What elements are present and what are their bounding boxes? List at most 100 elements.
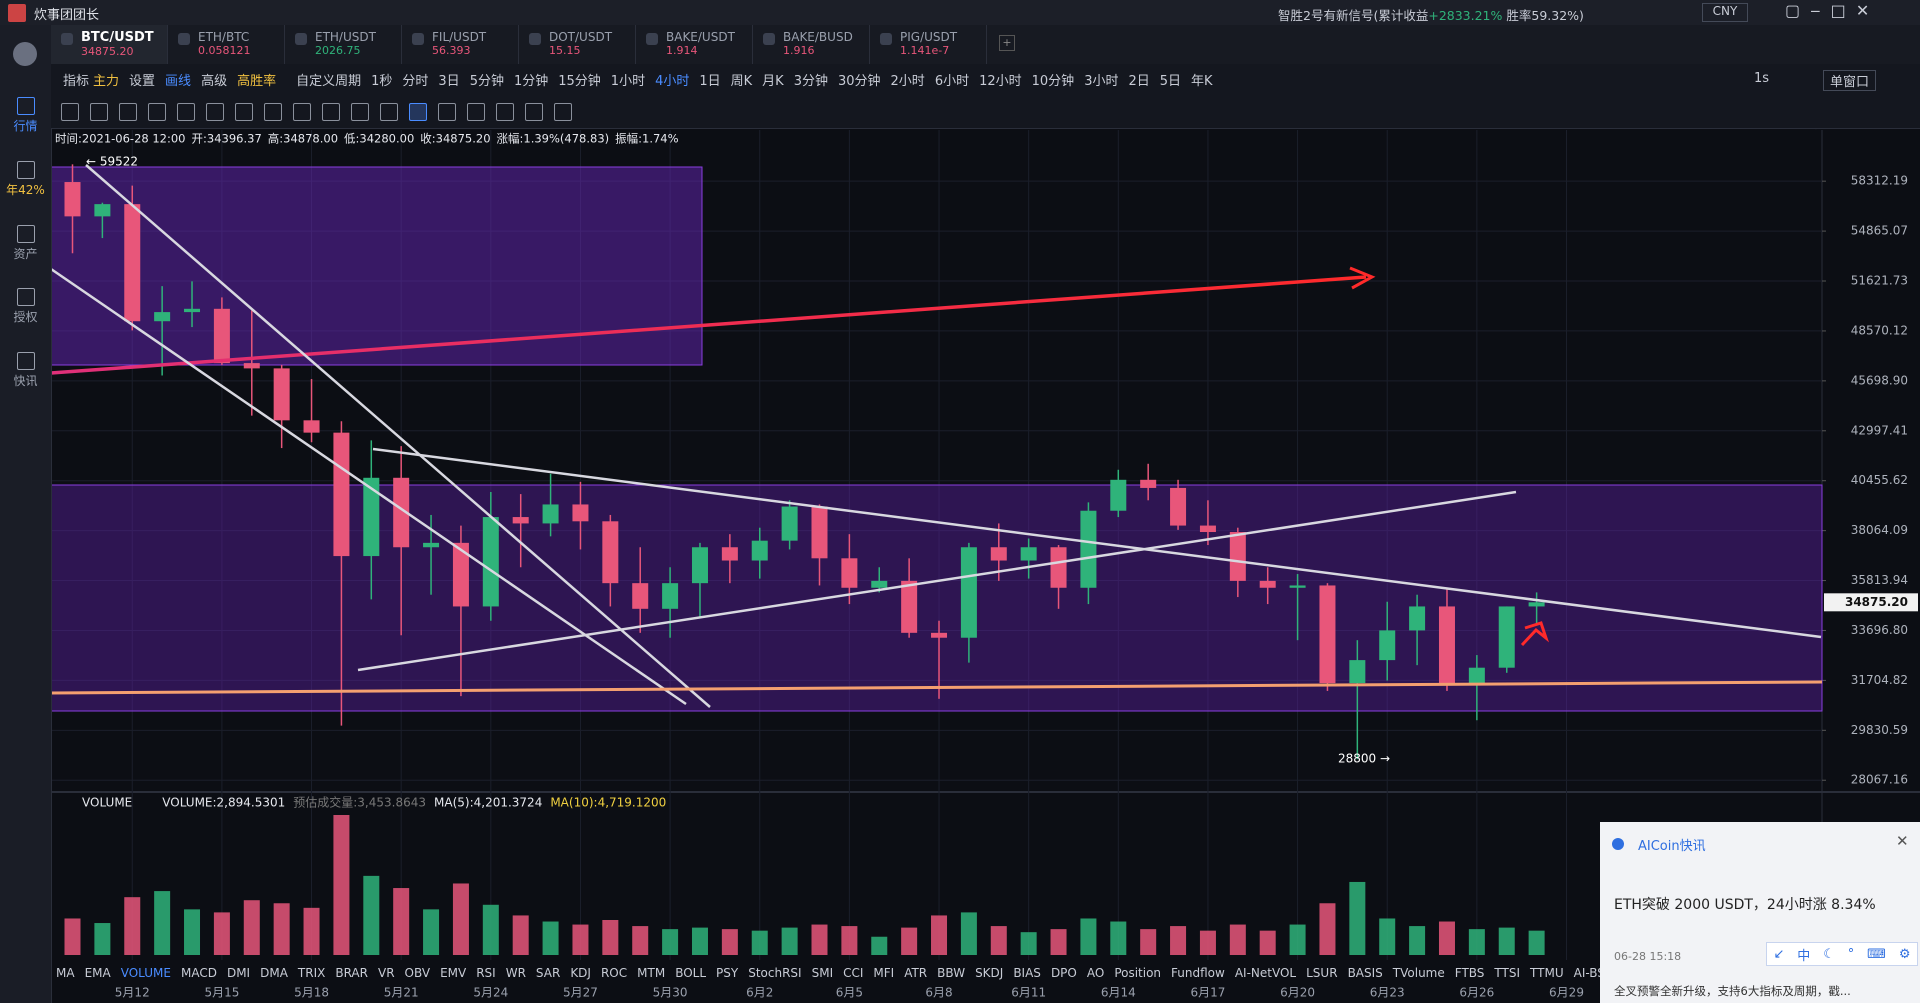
window-mode[interactable]: 单窗口 xyxy=(1823,70,1877,91)
indicator-tab[interactable]: TTSI xyxy=(1494,965,1521,980)
draw-tool[interactable] xyxy=(119,103,137,121)
indicator-tab[interactable]: LSUR xyxy=(1306,965,1338,980)
tab[interactable]: BTC/USDT 34875.20 xyxy=(51,25,168,64)
period[interactable]: 1小时 xyxy=(610,74,646,89)
settings-btn[interactable]: 设置 xyxy=(129,74,156,89)
side-label[interactable]: 年42% xyxy=(6,183,45,197)
indicator-tab[interactable]: EMA xyxy=(84,965,111,980)
draw-tool[interactable] xyxy=(293,103,311,121)
draw-tool[interactable] xyxy=(380,103,398,121)
note-close[interactable]: ✕ xyxy=(1896,832,1909,850)
indicator-tab[interactable]: BRAR xyxy=(335,965,368,980)
tab[interactable]: ETH/BTC 0.058121 xyxy=(168,25,285,64)
speed[interactable]: 1s xyxy=(1754,71,1770,86)
indicator-btn[interactable]: 指标 xyxy=(63,74,90,89)
draw-tool[interactable] xyxy=(264,103,282,121)
indicator-tab[interactable]: EMV xyxy=(440,965,467,980)
main-btn[interactable]: 主力 xyxy=(93,74,120,89)
win-rate-btn[interactable]: 高胜率 xyxy=(237,74,277,89)
indicator-tab[interactable]: Fundflow xyxy=(1171,965,1225,980)
side-label[interactable]: 授权 xyxy=(13,310,38,324)
tab[interactable]: BAKE/USDT 1.914 xyxy=(636,25,753,64)
tab[interactable]: BAKE/BUSD 1.916 xyxy=(753,25,870,64)
draw-tool[interactable] xyxy=(525,103,543,121)
period[interactable]: 5日 xyxy=(1159,74,1182,89)
note-body[interactable]: ETH突破 2000 USDT，24小时涨 8.34% xyxy=(1614,897,1876,913)
indicator-tab[interactable]: MFI xyxy=(873,965,895,980)
indicator-tab[interactable]: FTBS xyxy=(1454,965,1485,980)
draw-tool[interactable] xyxy=(177,103,195,121)
period[interactable]: 周K xyxy=(730,74,753,89)
tab[interactable]: PIG/USDT 1.141e-7 xyxy=(870,25,987,64)
tab[interactable]: FIL/USDT 56.393 xyxy=(402,25,519,64)
indicator-tab[interactable]: SKDJ xyxy=(975,965,1004,980)
indicator-tab[interactable]: ATR xyxy=(904,965,928,980)
ime-bar[interactable]: ↙ 中 ☾ ° ⌨ ⚙ xyxy=(1766,942,1918,966)
indicator-tab[interactable]: MACD xyxy=(180,965,217,980)
avatar[interactable] xyxy=(8,4,26,22)
draw-btn[interactable]: 画线 xyxy=(165,74,192,89)
draw-tool[interactable] xyxy=(409,103,427,121)
indicator-tab[interactable]: TTMU xyxy=(1530,965,1564,980)
indicator-tab[interactable]: AI-NetVOL xyxy=(1234,965,1297,980)
period[interactable]: 1秒 xyxy=(371,74,393,89)
side-label[interactable]: 资产 xyxy=(13,247,38,261)
draw-tool[interactable] xyxy=(438,103,456,121)
period[interactable]: 3分钟 xyxy=(793,74,828,89)
note-footer[interactable]: 全叉预警全新升级，支持6大指标及周期，戳... xyxy=(1614,984,1851,998)
indicator-tab[interactable]: MA xyxy=(56,965,75,980)
indicator-tab[interactable]: OBV xyxy=(404,965,431,980)
draw-tool[interactable] xyxy=(235,103,253,121)
tab[interactable]: DOT/USDT 15.15 xyxy=(519,25,636,64)
indicator-tab[interactable]: DMI xyxy=(226,965,251,980)
period[interactable]: 1分钟 xyxy=(513,74,549,89)
indicator-tab[interactable]: AI-BSI xyxy=(1573,965,1609,980)
period[interactable]: 15分钟 xyxy=(558,74,601,89)
indicator-tab[interactable]: TVolume xyxy=(1392,965,1445,980)
side-label[interactable]: 行情 xyxy=(13,119,38,133)
period[interactable]: 2日 xyxy=(1128,74,1150,89)
draw-tool[interactable] xyxy=(351,103,369,121)
indicator-tab[interactable]: KDJ xyxy=(570,965,591,980)
period[interactable]: 年K xyxy=(1191,74,1213,89)
indicator-tab[interactable]: TRIX xyxy=(297,965,326,980)
custom-period[interactable]: 自定义周期 xyxy=(296,74,362,89)
currency-select[interactable]: CNY xyxy=(1702,3,1748,22)
draw-tool[interactable] xyxy=(206,103,224,121)
indicator-tab[interactable]: VR xyxy=(377,965,395,980)
period[interactable]: 30分钟 xyxy=(837,74,881,89)
draw-tool[interactable] xyxy=(61,103,79,121)
indicator-tab[interactable]: BIAS xyxy=(1013,965,1041,980)
period[interactable]: 12小时 xyxy=(979,74,1022,89)
draw-tool[interactable] xyxy=(148,103,166,121)
indicator-tab[interactable]: CCI xyxy=(843,965,864,980)
draw-tool[interactable] xyxy=(554,103,572,121)
indicator-tab[interactable]: Position xyxy=(1114,965,1162,980)
indicator-tab[interactable]: BBW xyxy=(937,965,966,980)
period[interactable]: 2小时 xyxy=(890,74,925,89)
period[interactable]: 1日 xyxy=(699,74,721,89)
indicator-tab[interactable]: MTM xyxy=(637,965,666,980)
indicator-tab[interactable]: StochRSI xyxy=(748,965,802,980)
indicator-tab[interactable]: ROC xyxy=(600,965,628,980)
window-controls[interactable]: ▢ ‒ □ ✕ xyxy=(1785,1,1870,20)
period[interactable]: 3日 xyxy=(438,74,460,89)
period[interactable]: 10分钟 xyxy=(1031,74,1075,89)
draw-tool[interactable] xyxy=(467,103,485,121)
indicator-tab[interactable]: BOLL xyxy=(675,965,707,980)
advanced-btn[interactable]: 高级 xyxy=(201,74,228,89)
indicator-tab[interactable]: SAR xyxy=(535,965,561,980)
period[interactable]: 5分钟 xyxy=(469,74,504,89)
user-name[interactable]: 炊事团团长 xyxy=(34,8,100,23)
indicator-tab[interactable]: PSY xyxy=(716,965,739,980)
indicator-tab[interactable]: RSI xyxy=(476,965,496,980)
indicator-tab[interactable]: DPO xyxy=(1050,965,1077,980)
draw-tool[interactable] xyxy=(322,103,340,121)
period[interactable]: 3小时 xyxy=(1084,74,1119,89)
indicator-tab[interactable]: AO xyxy=(1086,965,1105,980)
period[interactable]: 4小时 xyxy=(655,74,690,89)
draw-tool[interactable] xyxy=(90,103,108,121)
indicator-tab[interactable]: DMA xyxy=(260,965,288,980)
indicator-tab[interactable]: VOLUME xyxy=(120,965,171,980)
indicator-tab[interactable]: WR xyxy=(505,965,526,980)
